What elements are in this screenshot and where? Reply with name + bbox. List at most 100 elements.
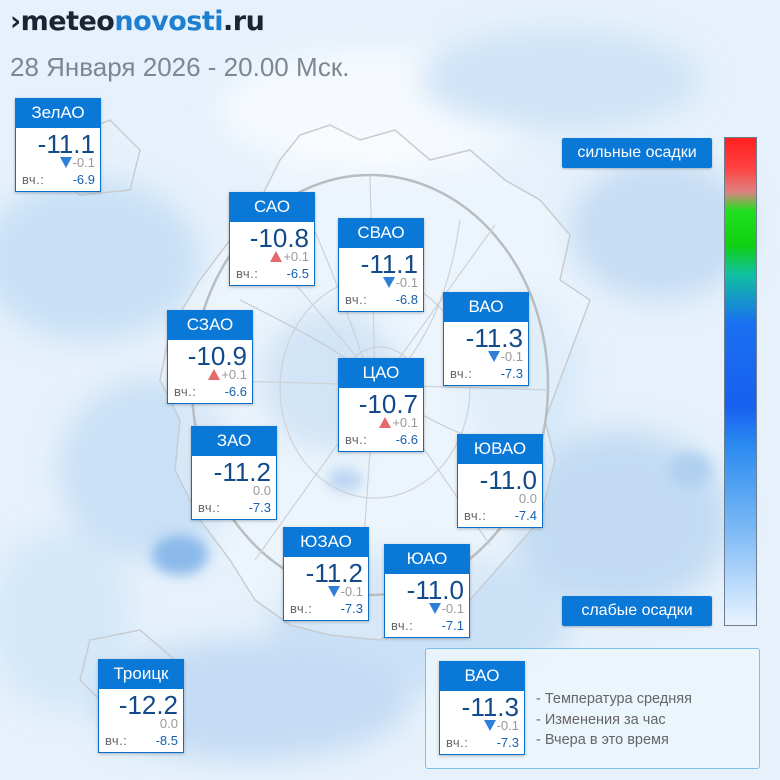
district-card-zelao[interactable]: ЗелАО -11.1 -0.1 вч.: -6.9: [15, 98, 101, 192]
legend-sample-yesterday: вч.: -7.3: [446, 735, 519, 750]
logo-part-novosti: novosti: [114, 6, 224, 37]
district-name: ЗАО: [191, 426, 277, 456]
trend-up-icon: [270, 251, 283, 262]
district-card-yuzao[interactable]: ЮЗАО -11.2 -0.1 вч.: -7.3: [283, 527, 369, 621]
trend-down-icon: [428, 603, 441, 614]
district-yesterday-value: -7.3: [248, 500, 271, 515]
district-name: ЮВАО: [457, 434, 543, 464]
trend-down-icon: [487, 351, 500, 362]
legend-descriptions: - Температура средняя - Изменения за час…: [536, 689, 692, 751]
district-yesterday: вч.: -6.6: [174, 384, 247, 399]
district-yesterday-value: -7.1: [441, 618, 464, 633]
district-name: Троицк: [98, 659, 184, 689]
precipitation-scale: [724, 137, 757, 626]
district-change: -0.1: [428, 601, 464, 616]
district-change: +0.1: [379, 415, 418, 430]
district-yesterday-value: -7.3: [500, 366, 523, 381]
district-yesterday-label: вч.:: [345, 292, 368, 307]
district-change-value: +0.1: [221, 367, 247, 382]
district-yesterday-value: -6.6: [224, 384, 247, 399]
district-yesterday: вч.: -6.8: [345, 292, 418, 307]
district-name: ЮАО: [384, 544, 470, 574]
district-temp: -10.7: [358, 389, 418, 419]
scale-label-heavy: сильные осадки: [562, 138, 712, 168]
legend-sample-yesterday-value: -7.3: [496, 735, 519, 750]
legend-line-temp: - Температура средняя: [536, 691, 692, 707]
district-card-sao[interactable]: САО -10.8 +0.1 вч.: -6.5: [229, 192, 315, 286]
trend-down-icon: [382, 277, 395, 288]
district-change: -0.1: [487, 349, 523, 364]
logo-mark: ›: [10, 6, 21, 37]
district-yesterday: вч.: -7.3: [450, 366, 523, 381]
district-name: СЗАО: [167, 310, 253, 340]
district-change: -0.1: [59, 155, 95, 170]
district-temp: -11.1: [360, 249, 418, 279]
trend-down-icon: [59, 157, 72, 168]
district-yesterday-value: -8.5: [155, 733, 178, 748]
district-change: 0.0: [253, 483, 271, 498]
district-name: ЦАО: [338, 358, 424, 388]
district-change-value: -0.1: [500, 349, 523, 364]
legend-box: ВАО -11.3 -0.1 вч.: -7.3 - Температура с…: [425, 648, 760, 769]
district-change-value: 0.0: [159, 716, 178, 731]
district-temp: -10.9: [187, 341, 247, 371]
logo-part-meteo: meteo: [20, 6, 115, 37]
district-change-value: -0.1: [441, 601, 464, 616]
district-yesterday-label: вч.:: [464, 508, 487, 523]
district-card-svao[interactable]: СВАО -11.1 -0.1 вч.: -6.8: [338, 218, 424, 312]
district-name: СВАО: [338, 218, 424, 248]
district-change: 0.0: [519, 491, 537, 506]
district-change: +0.1: [208, 367, 247, 382]
legend-sample-name: ВАО: [439, 661, 525, 691]
district-card-vao[interactable]: ВАО -11.3 -0.1 вч.: -7.3: [443, 292, 529, 386]
district-yesterday-label: вч.:: [174, 384, 197, 399]
district-yesterday-label: вч.:: [290, 601, 313, 616]
district-yesterday-value: -6.6: [395, 432, 418, 447]
district-card-szao[interactable]: СЗАО -10.9 +0.1 вч.: -6.6: [167, 310, 253, 404]
district-change-value: -0.1: [340, 584, 363, 599]
district-temp: -11.2: [305, 558, 363, 588]
district-yesterday-value: -7.3: [340, 601, 363, 616]
district-yesterday-label: вч.:: [450, 366, 473, 381]
district-card-zao[interactable]: ЗАО -11.2 0.0 вч.: -7.3: [191, 426, 277, 520]
trend-up-icon: [379, 417, 392, 428]
district-name: ВАО: [443, 292, 529, 322]
district-yesterday-label: вч.:: [391, 618, 414, 633]
district-yesterday-value: -6.8: [395, 292, 418, 307]
district-yesterday-value: -7.4: [514, 508, 537, 523]
report-date: 28 Января 2026 - 20.00 Мск.: [10, 52, 350, 82]
trend-down-icon: [327, 586, 340, 597]
district-name: ЗелАО: [15, 98, 101, 128]
legend-sample-change: -0.1: [483, 718, 519, 733]
district-yesterday: вч.: -7.1: [391, 618, 464, 633]
district-yesterday-label: вч.:: [105, 733, 128, 748]
district-card-cao[interactable]: ЦАО -10.7 +0.1 вч.: -6.6: [338, 358, 424, 452]
district-name: ЮЗАО: [283, 527, 369, 557]
district-temp: -10.8: [249, 223, 309, 253]
district-temp: -11.0: [479, 465, 537, 495]
legend-line-yesterday: - Вчера в это время: [536, 732, 669, 748]
district-yesterday-label: вч.:: [345, 432, 368, 447]
legend-line-change: - Изменения за час: [536, 711, 666, 728]
district-change: -0.1: [327, 584, 363, 599]
district-yesterday: вч.: -7.4: [464, 508, 537, 523]
site-logo[interactable]: ›meteonovosti.ru: [10, 6, 265, 37]
district-card-yuvao[interactable]: ЮВАО -11.0 0.0 вч.: -7.4: [457, 434, 543, 528]
district-change-value: 0.0: [252, 483, 271, 498]
district-temp: -11.1: [37, 129, 95, 159]
district-temp: -11.0: [406, 575, 464, 605]
district-temp: -11.2: [213, 457, 271, 487]
district-yesterday-label: вч.:: [198, 500, 221, 515]
legend-sample-temp: -11.3: [461, 692, 519, 722]
district-card-yuao[interactable]: ЮАО -11.0 -0.1 вч.: -7.1: [384, 544, 470, 638]
district-card-troitsk[interactable]: Троицк -12.2 0.0 вч.: -8.5: [98, 659, 184, 753]
district-yesterday-label: вч.:: [22, 172, 45, 187]
district-yesterday-label: вч.:: [236, 266, 259, 281]
district-change: 0.0: [160, 716, 178, 731]
district-yesterday: вч.: -6.9: [22, 172, 95, 187]
district-change-value: -0.1: [395, 275, 418, 290]
district-change-value: 0.0: [518, 491, 537, 506]
district-name: САО: [229, 192, 315, 222]
scale-label-light: слабые осадки: [562, 596, 712, 626]
district-yesterday: вч.: -7.3: [198, 500, 271, 515]
